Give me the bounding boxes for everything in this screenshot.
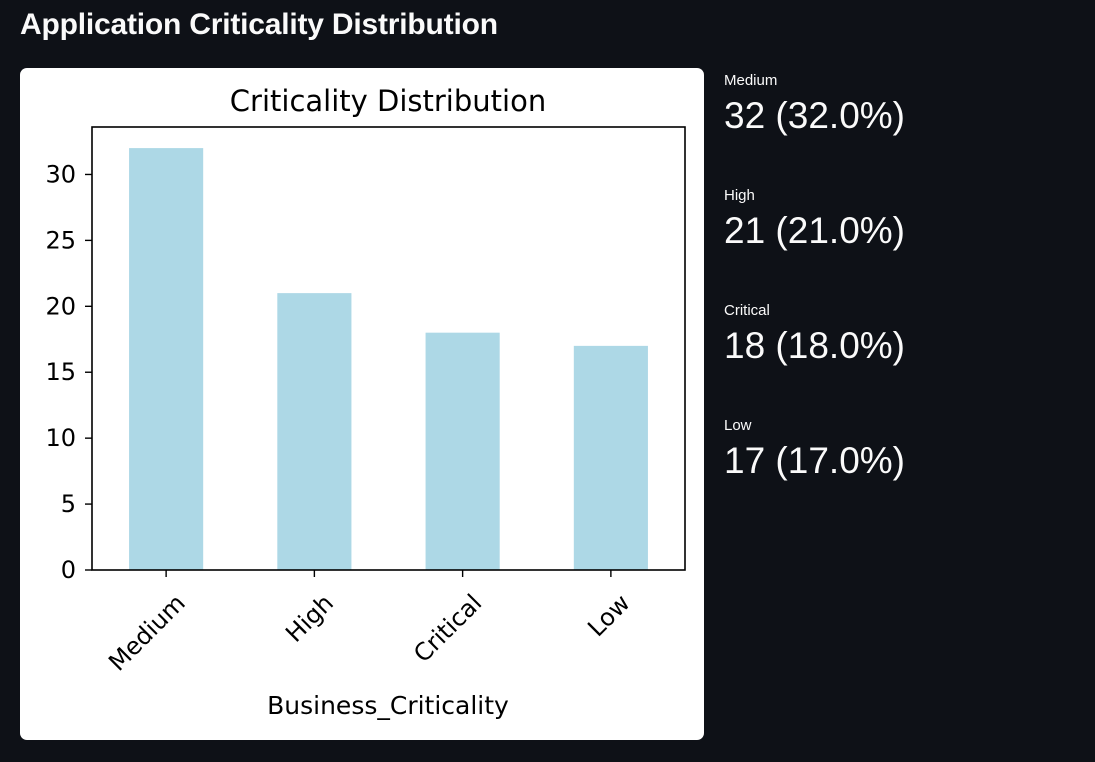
- metric-value: 17 (17.0%): [724, 440, 905, 481]
- metric-low: Low 17 (17.0%): [724, 417, 905, 482]
- y-axis: 0 5 10 15 20 25 30: [45, 160, 92, 584]
- y-tick-label: 5: [61, 490, 76, 518]
- metric-label: Medium: [724, 72, 778, 89]
- metric-label: High: [724, 187, 755, 204]
- x-tick-label: Low: [582, 589, 635, 642]
- page-title: Application Criticality Distribution: [20, 8, 498, 41]
- bar-low: [573, 345, 648, 570]
- metric-label: Low: [724, 417, 752, 434]
- bar-medium: [129, 148, 204, 570]
- chart-card: Criticality Distribution 0 5 10 15 20 25 30 Me…: [20, 68, 704, 740]
- x-tick-label: Critical: [408, 589, 487, 668]
- metric-value: 32 (32.0%): [724, 95, 905, 136]
- x-axis-label: Business_Criticality: [267, 691, 509, 720]
- metric-label: Critical: [724, 302, 770, 319]
- x-tick-label: High: [280, 589, 339, 648]
- criticality-bar-chart: Criticality Distribution 0 5 10 15 20 25 30 Me…: [45, 84, 686, 720]
- y-tick-label: 10: [45, 424, 76, 452]
- y-tick-label: 20: [45, 292, 76, 320]
- metric-value: 18 (18.0%): [724, 325, 905, 366]
- x-tick-label: Medium: [103, 589, 191, 677]
- metric-high: High 21 (21.0%): [724, 187, 905, 252]
- y-tick-label: 0: [61, 556, 76, 584]
- y-tick-label: 15: [45, 358, 76, 386]
- metric-medium: Medium 32 (32.0%): [724, 72, 905, 137]
- bars-layer: [129, 148, 648, 570]
- x-axis: Medium High Critical Low: [103, 570, 636, 677]
- metric-critical: Critical 18 (18.0%): [724, 302, 905, 367]
- bar-critical: [425, 332, 500, 570]
- metric-value: 21 (21.0%): [724, 210, 905, 251]
- plot-frame: [91, 126, 686, 571]
- chart-title: Criticality Distribution: [230, 84, 546, 118]
- y-tick-label: 25: [45, 226, 76, 254]
- bar-high: [277, 293, 352, 570]
- y-tick-label: 30: [45, 160, 76, 188]
